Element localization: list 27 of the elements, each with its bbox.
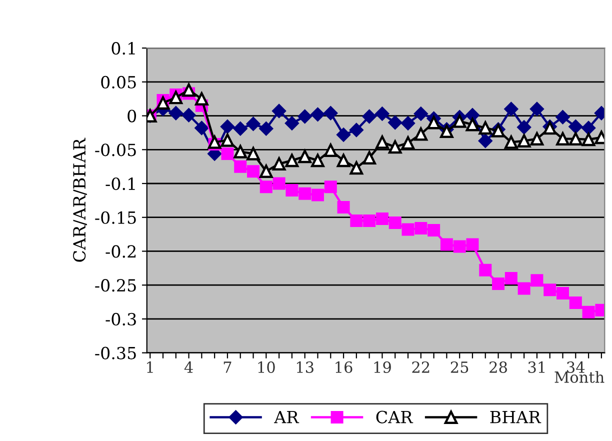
legend-label: BHAR xyxy=(490,410,542,424)
x-tick-label: 13 xyxy=(296,361,314,373)
x-tick-label: 1 xyxy=(147,361,153,373)
x-tick-label: 34 xyxy=(567,361,585,373)
x-tick-label: 22 xyxy=(412,361,430,373)
x-tick-label: 25 xyxy=(450,361,468,373)
y-tick-label: 0 xyxy=(128,110,136,122)
y-tick-label: -0.1 xyxy=(106,177,135,190)
y-tick-label: -0.3 xyxy=(106,312,136,326)
y-tick-label: -0.05 xyxy=(95,144,136,156)
x-tick-label: 19 xyxy=(374,361,391,373)
x-tick-label: 31 xyxy=(528,361,545,373)
y-tick-label: -0.35 xyxy=(95,346,136,360)
y-tick-label: -0.2 xyxy=(106,245,136,258)
y-tick-label: 0.05 xyxy=(101,76,136,88)
x-tick-label: 28 xyxy=(490,361,507,373)
y-tick-label: -0.25 xyxy=(95,279,136,292)
x-tick-label: 7 xyxy=(224,362,232,373)
y-tick-label: -0.15 xyxy=(95,211,136,224)
y-axis-title: CAR/AR/BHAR xyxy=(73,138,87,262)
x-tick-label: 4 xyxy=(184,361,193,373)
legend-label: CAR xyxy=(376,410,414,424)
x-tick-label: 10 xyxy=(258,361,275,373)
legend-label: AR xyxy=(274,410,300,424)
x-axis-title: Month xyxy=(554,371,604,383)
x-tick-label: 16 xyxy=(336,361,352,373)
y-tick-label: 0.1 xyxy=(112,42,135,55)
